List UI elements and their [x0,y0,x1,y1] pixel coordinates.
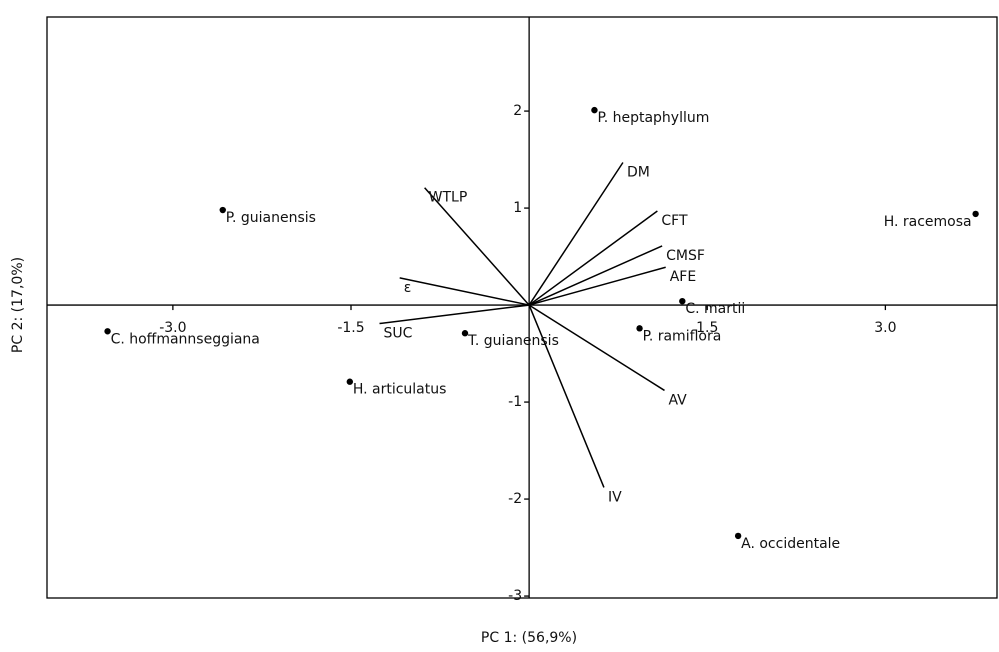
loading-vector [528,210,658,306]
loading-vector [528,304,665,392]
point [679,297,686,305]
point-label: P. guianensis [226,210,316,226]
x-tick-label: -3.0 [159,320,186,336]
loading-label: ε [404,280,412,296]
x-axis-label: PC 1: (56,9%) [481,630,577,646]
loading-label: SUC [384,326,413,342]
y-tick-label: 1 [513,200,522,216]
loading-label: CMSF [666,248,705,264]
y-tick-label: 2 [513,103,522,119]
loading-label: AFE [670,269,696,285]
loading-vector [528,162,624,306]
loading-vector [379,304,530,325]
point [734,532,742,540]
loading-vector [424,187,530,306]
point [346,378,354,385]
point-label: T. guianensis [467,333,559,349]
y-axis-label: PC 2: (17,0%) [10,257,26,353]
point-label: P. heptaphyllum [597,110,709,126]
y-tick-label: -2 [508,491,522,507]
loading-label: IV [608,489,622,505]
point [461,330,469,337]
y-tick-label: -3 [508,588,522,604]
x-tick-label: -1.5 [337,320,364,336]
loading-vector [528,304,605,488]
loading-label: AV [669,392,688,408]
x-tick-label: 3.0 [874,320,896,336]
x-tick-label: 1.5 [696,320,718,336]
loading-vector [399,277,530,306]
point [636,325,643,332]
point-label: C. hoffmannseggiana [111,331,260,347]
point-label: H. racemosa [884,214,972,230]
loading-label: DM [627,164,650,180]
loading-vector [528,245,663,306]
plot-frame [46,16,998,599]
point [219,206,226,214]
point-label: A. occidentale [741,536,840,552]
loading-label: CFT [661,213,688,229]
point-label: P. ramiflora [643,328,722,344]
loading-label: WTLP [429,190,468,206]
point-label: H. articulatus [353,382,447,398]
y-tick-label: -1 [508,394,522,410]
point-label: C. martii [685,301,745,317]
point [591,106,598,114]
point [104,328,111,335]
loading-vector [528,266,666,306]
point [972,210,979,218]
